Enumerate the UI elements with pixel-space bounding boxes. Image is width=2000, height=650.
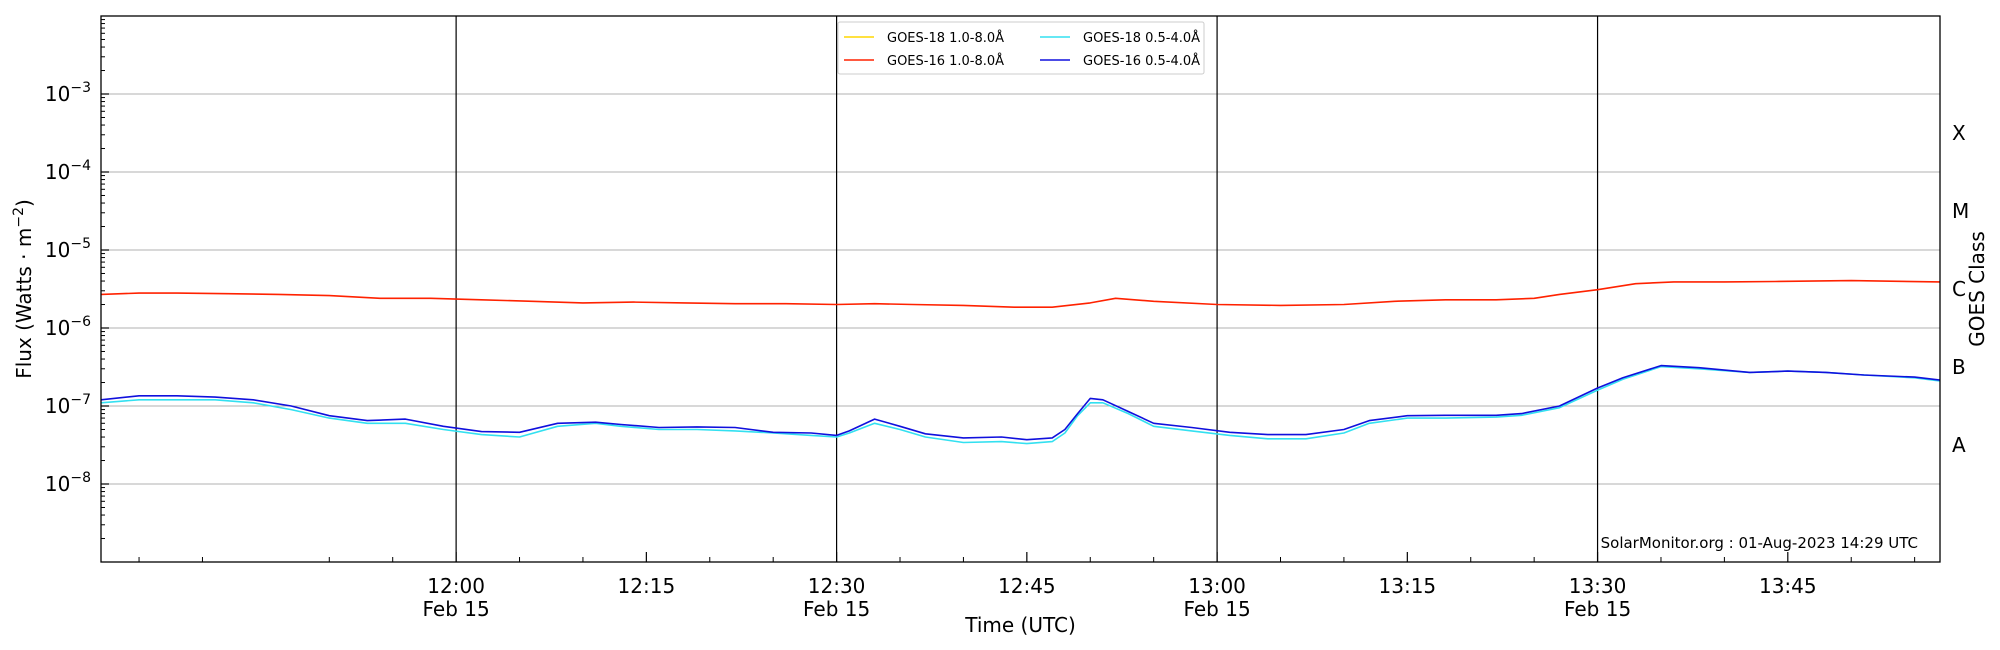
y-tick-base: 10 — [45, 82, 70, 106]
x-tick-date-label: Feb 15 — [423, 597, 490, 621]
grid-layer — [101, 16, 1940, 562]
series-line-4 — [100, 364, 1941, 441]
y-tick-label: 10−4 — [45, 158, 91, 184]
x-axis-title: Time (UTC) — [964, 613, 1076, 637]
legend-box — [837, 21, 1205, 75]
y-tick-label: 10−8 — [45, 470, 91, 496]
y-axis-title-close: ) — [12, 199, 36, 207]
y-tick-label: 10−6 — [45, 314, 91, 340]
series-line-2 — [100, 279, 1941, 309]
x-tick-label: 13:15 — [1379, 574, 1437, 598]
y-tick-exponent: −8 — [70, 470, 91, 486]
legend-entry-label: GOES-16 0.5-4.0Å — [1083, 53, 1200, 69]
goes-class-label: X — [1952, 121, 1966, 145]
y-tick-base: 10 — [45, 160, 70, 184]
goes-class-axis-title: GOES Class — [1965, 231, 1989, 347]
credit-label: SolarMonitor.org : 01-Aug-2023 14:29 UTC — [1601, 534, 1918, 552]
y-axis-ticks: 10−810−710−610−510−410−3 — [45, 19, 109, 540]
x-tick-date-label: Feb 15 — [1564, 597, 1631, 621]
y-tick-base: 10 — [45, 472, 70, 496]
y-tick-exponent: −4 — [70, 158, 91, 174]
x-tick-label: 12:15 — [618, 574, 676, 598]
x-tick-date-label: Feb 15 — [1183, 597, 1250, 621]
series-line-3 — [100, 365, 1941, 445]
y-tick-label: 10−5 — [45, 236, 91, 262]
y-axis-title: Flux (Watts · m−2) — [11, 199, 36, 379]
goes-class-labels: A B C M X — [1952, 121, 1969, 457]
x-tick-label: 13:45 — [1759, 574, 1817, 598]
legend-entry-label: GOES-18 0.5-4.0Å — [1083, 30, 1200, 46]
y-tick-exponent: −5 — [70, 236, 91, 252]
y-tick-label: 10−7 — [45, 392, 91, 418]
x-tick-label: 13:00 — [1188, 574, 1246, 598]
goes-class-label: M — [1952, 199, 1969, 223]
y-axis-title-main: Flux (Watts · m — [12, 228, 36, 379]
x-tick-label: 12:00 — [427, 574, 485, 598]
y-tick-exponent: −3 — [70, 80, 91, 96]
legend-entry-label: GOES-18 1.0-8.0Å — [887, 30, 1004, 46]
y-tick-exponent: −6 — [70, 314, 91, 330]
plot-frame — [100, 15, 1941, 563]
y-tick-base: 10 — [45, 316, 70, 340]
y-axis-title-exponent: −2 — [11, 207, 27, 228]
x-tick-date-label: Feb 15 — [803, 597, 870, 621]
y-tick-label: 10−3 — [45, 80, 91, 106]
legend: GOES-18 1.0-8.0Å GOES-18 0.5-4.0Å GOES-16 … — [837, 21, 1205, 75]
y-tick-base: 10 — [45, 238, 70, 262]
series-layer — [100, 279, 1941, 445]
y-tick-exponent: −7 — [70, 392, 91, 408]
x-tick-label: 13:30 — [1569, 574, 1627, 598]
goes-class-label: A — [1952, 433, 1966, 457]
legend-entry-label: GOES-16 1.0-8.0Å — [887, 53, 1004, 69]
goes-class-label: C — [1952, 277, 1966, 301]
x-tick-label: 12:45 — [998, 574, 1056, 598]
goes-class-label: B — [1952, 355, 1966, 379]
x-tick-label: 12:30 — [808, 574, 866, 598]
y-tick-base: 10 — [45, 394, 70, 418]
